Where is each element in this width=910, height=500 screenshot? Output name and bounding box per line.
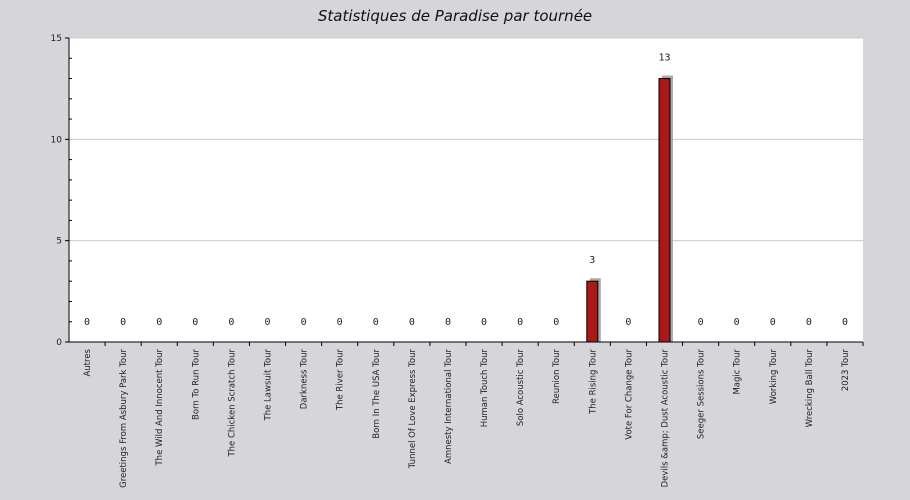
x-category-label: Darkness Tour (300, 349, 310, 410)
data-label: 0 (517, 317, 523, 328)
x-category-label: The River Tour (336, 349, 346, 412)
x-category-label: Wrecking Ball Tour (805, 349, 815, 428)
data-label: 0 (192, 317, 198, 328)
data-label: 0 (770, 317, 776, 328)
x-category-label: Born In The USA Tour (372, 349, 382, 439)
x-category-label: Tunnel Of Love Express Tour (408, 349, 418, 470)
y-tick-label: 0 (56, 338, 62, 348)
plot-area (69, 38, 863, 342)
x-category-label: The Chicken Scratch Tour (227, 349, 237, 458)
x-category-label: Autres (83, 348, 93, 376)
data-label: 0 (156, 317, 162, 328)
data-label: 0 (698, 317, 704, 328)
data-label: 0 (842, 317, 848, 328)
data-label: 13 (658, 53, 670, 64)
bar (586, 280, 599, 343)
x-category-label: The Wild And Innocent Tour (155, 349, 165, 467)
data-label: 0 (301, 317, 307, 328)
y-tick-label: 15 (51, 34, 62, 44)
data-label: 0 (337, 317, 343, 328)
data-label: 0 (409, 317, 415, 328)
x-category-label: 2023 Tour (841, 349, 851, 392)
data-label: 0 (84, 317, 90, 328)
data-label: 3 (589, 255, 595, 266)
x-category-label: Solo Acoustic Tour (516, 349, 526, 427)
labels: 0 5 10 15 0 Autres 0 Greetings From Asbury Park… (51, 34, 851, 488)
data-label: 0 (264, 317, 270, 328)
x-category-label: The Lawsuit Tour (264, 348, 274, 421)
x-category-label: Magic Tour (733, 349, 743, 395)
x-category-label: Greetings From Asbury Park Tour (119, 349, 129, 488)
x-category-label: Amnesty International Tour (444, 349, 454, 464)
x-category-label: Reunion Tour (552, 349, 562, 405)
x-category-label: Born To Run Tour (191, 349, 201, 420)
x-category-label: Devils &amp; Dust Acoustic Tour (661, 348, 671, 487)
data-label: 0 (373, 317, 379, 328)
data-label: 0 (806, 317, 812, 328)
data-label: 0 (120, 317, 126, 328)
data-label: 0 (228, 317, 234, 328)
chart-title: Statistiques de Paradise par tournée (318, 7, 592, 25)
y-tick-label: 10 (51, 135, 63, 145)
x-category-label: Vote For Change Tour (624, 349, 634, 440)
grid-lines (69, 37, 863, 242)
data-label: 0 (734, 317, 740, 328)
data-label: 0 (481, 317, 487, 328)
data-label: 0 (553, 317, 559, 328)
bar (658, 78, 671, 343)
y-tick-label: 5 (56, 237, 62, 247)
x-category-label: Working Tour (769, 348, 779, 404)
axes (65, 37, 864, 346)
x-category-label: The Rising Tour (588, 349, 598, 415)
x-category-label: Seeger Sessions Tour (697, 349, 707, 440)
data-label: 0 (445, 317, 451, 328)
x-category-label: Human Touch Tour (480, 349, 490, 428)
data-label: 0 (625, 317, 631, 328)
